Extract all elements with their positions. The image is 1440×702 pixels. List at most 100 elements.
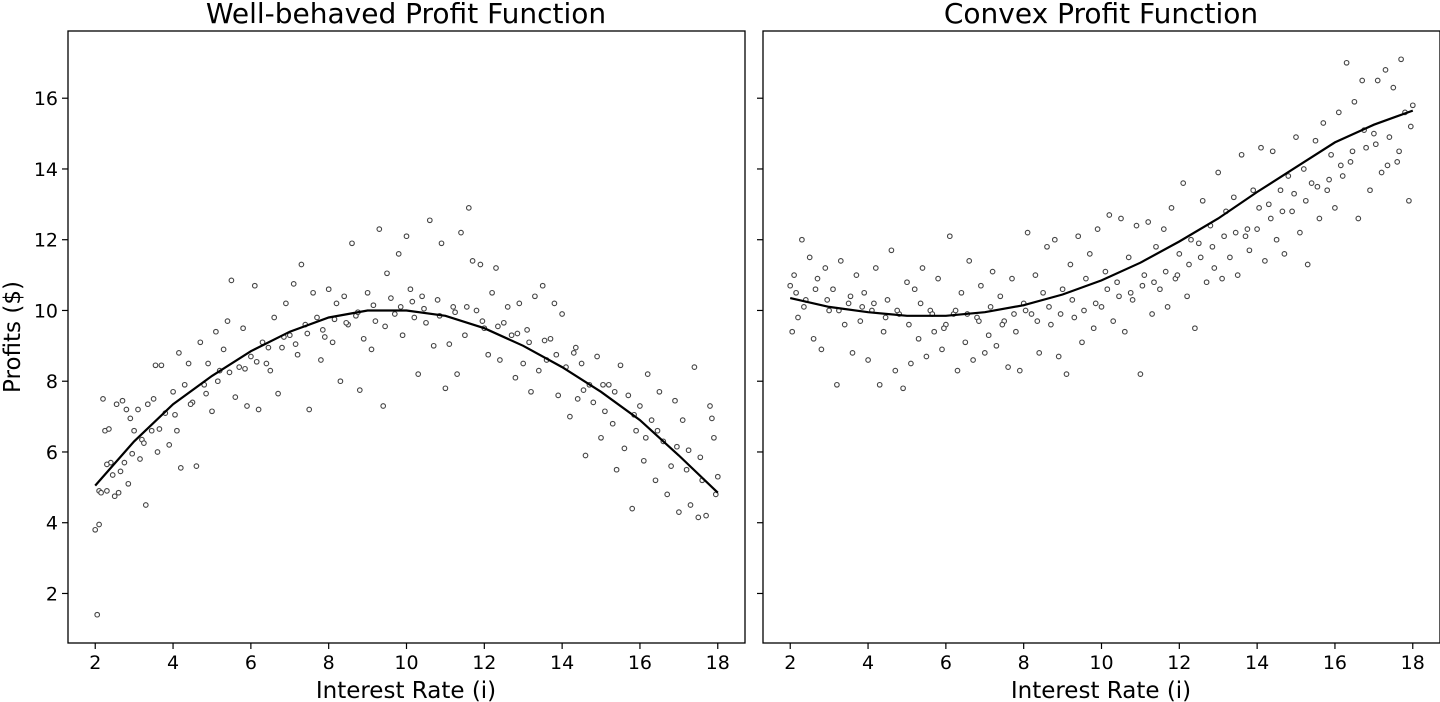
plot-area: 2 4 6 8 10 12 14 16 18 2 4 6 8 10 12 14 16: [34, 88, 730, 674]
x-tick-label: 14: [550, 652, 574, 674]
data-point: [993, 342, 1000, 349]
data-point: [1374, 77, 1381, 84]
data-point: [1258, 144, 1264, 151]
data-point: [156, 426, 163, 432]
data-point: [668, 463, 674, 469]
data-point: [1314, 183, 1321, 190]
data-point: [1086, 251, 1093, 257]
data-point: [489, 289, 495, 296]
data-point: [834, 381, 840, 388]
data-point: [1044, 243, 1050, 250]
data-point: [391, 311, 398, 317]
data-point: [1141, 272, 1148, 278]
data-point: [473, 307, 480, 314]
data-point: [1180, 180, 1187, 186]
data-point: [578, 360, 585, 367]
data-point: [203, 390, 209, 397]
data-point: [372, 318, 379, 324]
x-axis-label: Interest Rate (i): [316, 678, 496, 702]
data-point: [226, 369, 233, 376]
data-point: [1347, 159, 1354, 165]
data-point: [119, 397, 126, 404]
data-point: [952, 307, 959, 314]
data-point: [830, 286, 836, 293]
y-tick-label: 14: [34, 159, 58, 181]
data-point: [1390, 84, 1397, 91]
data-point: [1034, 318, 1041, 324]
data-point: [290, 281, 297, 287]
data-point: [500, 319, 507, 326]
data-point: [1098, 304, 1105, 310]
data-point: [1114, 279, 1120, 286]
data-point: [1242, 233, 1249, 240]
data-point: [676, 509, 682, 515]
data-point: [306, 406, 313, 413]
data-point: [683, 466, 690, 473]
data-point: [793, 289, 799, 296]
data-point: [541, 337, 548, 344]
data-point: [954, 367, 961, 374]
x-tick-label: 14: [1245, 652, 1269, 674]
data-point: [1197, 254, 1204, 261]
data-point: [370, 302, 377, 309]
data-point: [438, 240, 445, 247]
data-point: [1133, 222, 1140, 229]
data-point: [1051, 236, 1058, 243]
y-tick-label: 4: [46, 513, 58, 535]
data-point: [812, 286, 819, 293]
data-point: [946, 233, 953, 240]
data-point: [989, 268, 996, 275]
data-point: [193, 463, 200, 469]
data-point: [117, 468, 124, 475]
data-point: [799, 236, 805, 243]
data-point: [1211, 265, 1218, 271]
data-point: [504, 304, 511, 310]
data-point: [600, 381, 606, 388]
data-point: [92, 526, 99, 533]
data-point: [244, 403, 250, 409]
y-tick-label: 12: [34, 230, 58, 252]
x-tick-label: 6: [245, 652, 257, 674]
data-point: [495, 323, 501, 330]
data-point: [232, 394, 239, 400]
data-point: [528, 388, 534, 395]
data-point: [1116, 293, 1122, 300]
data-point: [100, 396, 106, 402]
data-point: [220, 346, 227, 353]
data-point: [526, 339, 532, 346]
data-point: [1094, 226, 1101, 232]
data-point: [329, 339, 336, 346]
data-point: [679, 417, 686, 423]
data-point: [213, 328, 219, 335]
data-point: [1337, 162, 1344, 169]
data-point: [434, 297, 441, 303]
plot-area: 2 4 6 8 10 12 14 16 18: [757, 56, 1425, 674]
data-point: [1127, 289, 1134, 296]
data-point: [1250, 187, 1257, 194]
data-point: [292, 341, 299, 347]
data-point: [801, 304, 807, 310]
data-point: [535, 367, 542, 374]
data-point: [382, 323, 388, 330]
data-point: [469, 258, 476, 264]
data-point: [818, 346, 825, 353]
data-point: [1195, 240, 1202, 247]
data-point: [1297, 229, 1303, 236]
data-point: [275, 390, 281, 397]
data-point: [707, 403, 713, 409]
data-point: [1081, 307, 1087, 314]
data-point: [1046, 304, 1052, 310]
data-point: [152, 362, 159, 369]
data-point: [1071, 314, 1078, 321]
data-point: [388, 295, 394, 301]
data-point: [177, 465, 184, 471]
data-point: [1262, 258, 1268, 264]
data-point: [253, 358, 260, 365]
data-point: [265, 344, 272, 351]
data-point: [463, 304, 470, 310]
data-point: [150, 396, 157, 402]
data-point: [166, 442, 173, 448]
data-point: [1326, 176, 1332, 183]
data-point: [1139, 282, 1146, 289]
data-point: [1110, 318, 1117, 324]
